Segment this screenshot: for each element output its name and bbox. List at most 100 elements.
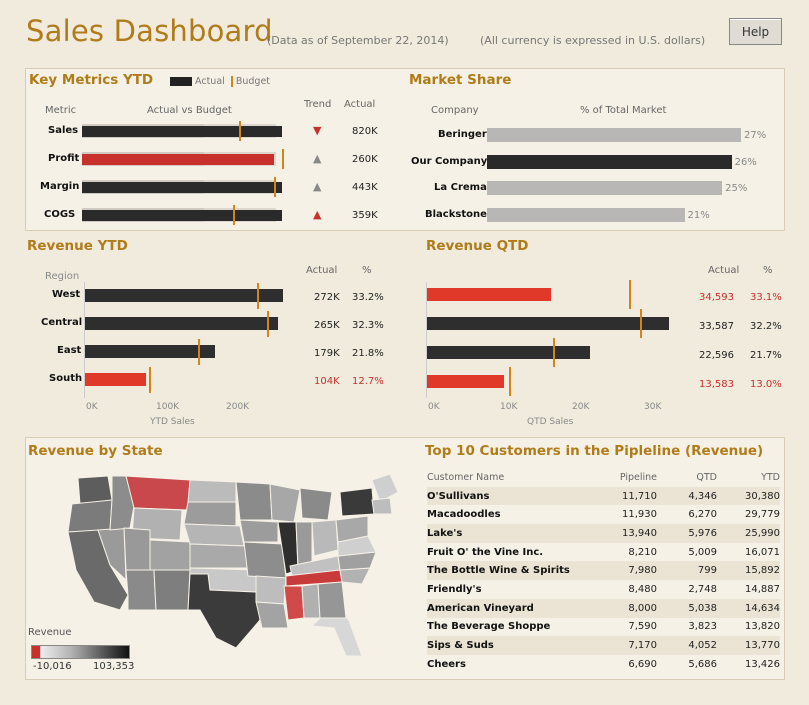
- revenue-ytd-pct: 33.2%: [352, 292, 384, 303]
- customer-name-cell: Macadoodles: [427, 509, 501, 521]
- state-sd[interactable]: [183, 501, 237, 527]
- qtd-col-actual-header: Actual: [708, 265, 740, 276]
- customer-name-cell: Lake's: [427, 524, 577, 543]
- qtd-col-pct-header: %: [763, 265, 773, 276]
- state-ga[interactable]: [317, 581, 347, 619]
- trend-indicator-icon: ▼: [313, 124, 322, 137]
- ytd-cell: 15,892: [717, 561, 780, 581]
- qtd-tick-label: 10K: [500, 402, 518, 412]
- ytd-cell: 13,820: [745, 621, 780, 633]
- table-row[interactable]: Fruit O' the Vine Inc. 8,210 5,009 16,071: [427, 543, 780, 562]
- revenue-qtd-bar: [427, 346, 591, 359]
- key-metrics-title: Key Metrics YTD: [29, 72, 154, 88]
- company-label: La Crema: [434, 182, 487, 193]
- state-mi[interactable]: [299, 487, 333, 521]
- table-row[interactable]: Friendly's 8,480 2,748 14,887: [427, 580, 780, 599]
- metric-label[interactable]: Profit: [48, 153, 80, 164]
- state-ny[interactable]: [339, 487, 375, 517]
- qtd-cell: 6,270: [688, 509, 717, 521]
- state-me[interactable]: [371, 473, 399, 503]
- table-row[interactable]: The Beverage Shoppe 7,590 3,823 13,820: [427, 618, 780, 637]
- revenue-qtd-target: [508, 367, 511, 396]
- state-pa[interactable]: [335, 515, 369, 543]
- state-co[interactable]: [149, 539, 191, 571]
- state-new-england[interactable]: [371, 497, 393, 515]
- table-row[interactable]: O'Sullivans 11,710 4,346 30,380: [427, 486, 780, 506]
- revenue-qtd-target: [640, 309, 643, 338]
- state-ms[interactable]: [283, 585, 305, 621]
- state-or[interactable]: [67, 499, 113, 533]
- market-share-pct: 27%: [744, 130, 767, 141]
- revenue-qtd-target: [552, 338, 555, 367]
- pipeline-cell: 13,940: [577, 524, 657, 543]
- revenue-ytd-target: [149, 367, 152, 393]
- state-mn[interactable]: [235, 481, 273, 521]
- state-mt[interactable]: [125, 475, 191, 511]
- customer-name-cell: American Vineyard: [427, 598, 577, 618]
- legend-budget-label: Budget: [235, 76, 271, 87]
- revenue-ytd-pct: 12.7%: [352, 376, 384, 387]
- ytd-axis-line: [84, 282, 85, 398]
- revenue-by-state-title: Revenue by State: [28, 443, 163, 459]
- state-ia[interactable]: [239, 519, 279, 543]
- state-ar[interactable]: [255, 575, 287, 605]
- table-row[interactable]: Cheers 6,690 5,686 13,426: [427, 655, 780, 674]
- state-oh[interactable]: [311, 519, 339, 557]
- state-la[interactable]: [255, 601, 289, 629]
- metric-budget-marker: [281, 149, 284, 169]
- col-trend-header: Trend: [304, 99, 332, 110]
- qtd-cell: 5,686: [688, 658, 717, 670]
- table-row[interactable]: The Bottle Wine & Spirits 7,980 799 15,892: [427, 561, 780, 581]
- table-row[interactable]: American Vineyard 8,000 5,038 14,634: [427, 598, 780, 618]
- state-fl[interactable]: [310, 617, 363, 657]
- map-legend-min: -10,016: [33, 661, 72, 672]
- state-in[interactable]: [295, 521, 313, 567]
- region-label: West: [52, 289, 81, 300]
- col-actual-header: Actual: [344, 99, 376, 110]
- revenue-ytd-actual: 179K: [314, 348, 340, 359]
- top-customers-table: Customer Name Pipeline QTD YTD O'Sulliva…: [427, 468, 780, 674]
- customer-name-cell: The Bottle Wine & Spirits: [427, 561, 577, 581]
- state-az[interactable]: [125, 569, 157, 611]
- revenue-qtd-pct: 21.7%: [750, 350, 782, 361]
- customer-name-cell: Cheers: [427, 658, 466, 670]
- metric-label[interactable]: Sales: [48, 125, 79, 136]
- revenue-qtd-title: Revenue QTD: [426, 238, 529, 254]
- market-share-pct: 21%: [687, 209, 710, 221]
- data-date-note: (Data as of September 22, 2014): [267, 34, 449, 47]
- metric-actual-value: 443K: [352, 182, 378, 193]
- us-map[interactable]: [50, 470, 410, 660]
- table-row[interactable]: Lake's 13,940 5,976 25,990: [427, 524, 780, 543]
- metric-label[interactable]: Margin: [40, 181, 80, 192]
- state-ne[interactable]: [183, 523, 245, 547]
- state-nd[interactable]: [187, 479, 237, 503]
- market-share-pct: 25%: [725, 183, 748, 194]
- state-mo[interactable]: [243, 541, 287, 579]
- table-row[interactable]: Macadoodles 11,930 6,270 29,779: [427, 505, 780, 524]
- state-ut[interactable]: [123, 527, 151, 571]
- map-legend-max: 103,353: [93, 661, 135, 672]
- ytd-xlabel: YTD Sales: [150, 417, 195, 427]
- state-sc[interactable]: [339, 567, 371, 585]
- revenue-qtd-bar: [427, 288, 552, 301]
- revenue-ytd-bar: [85, 317, 278, 330]
- revenue-ytd-target: [256, 283, 259, 309]
- table-row[interactable]: Sips & Suds 7,170 4,052 13,770: [427, 636, 780, 655]
- metric-actual-value: 820K: [352, 126, 378, 137]
- state-ks[interactable]: [189, 543, 249, 569]
- metric-label[interactable]: COGS: [44, 209, 76, 220]
- col-company-header: Company: [431, 105, 479, 116]
- state-tx[interactable]: [187, 573, 261, 649]
- ytd-cell: 30,380: [717, 486, 780, 506]
- pipeline-cell: 11,930: [622, 509, 657, 521]
- trend-indicator-icon: ▲: [313, 152, 322, 165]
- state-nm[interactable]: [153, 569, 191, 611]
- metric-budget-marker: [273, 177, 276, 197]
- qtd-tick-label: 20K: [572, 402, 590, 412]
- help-button[interactable]: Help: [729, 18, 782, 45]
- revenue-ytd-bar: [85, 345, 216, 358]
- qtd-cell: 4,346: [657, 486, 717, 506]
- state-wi[interactable]: [269, 483, 301, 523]
- state-wa[interactable]: [77, 475, 113, 505]
- state-al[interactable]: [301, 583, 321, 619]
